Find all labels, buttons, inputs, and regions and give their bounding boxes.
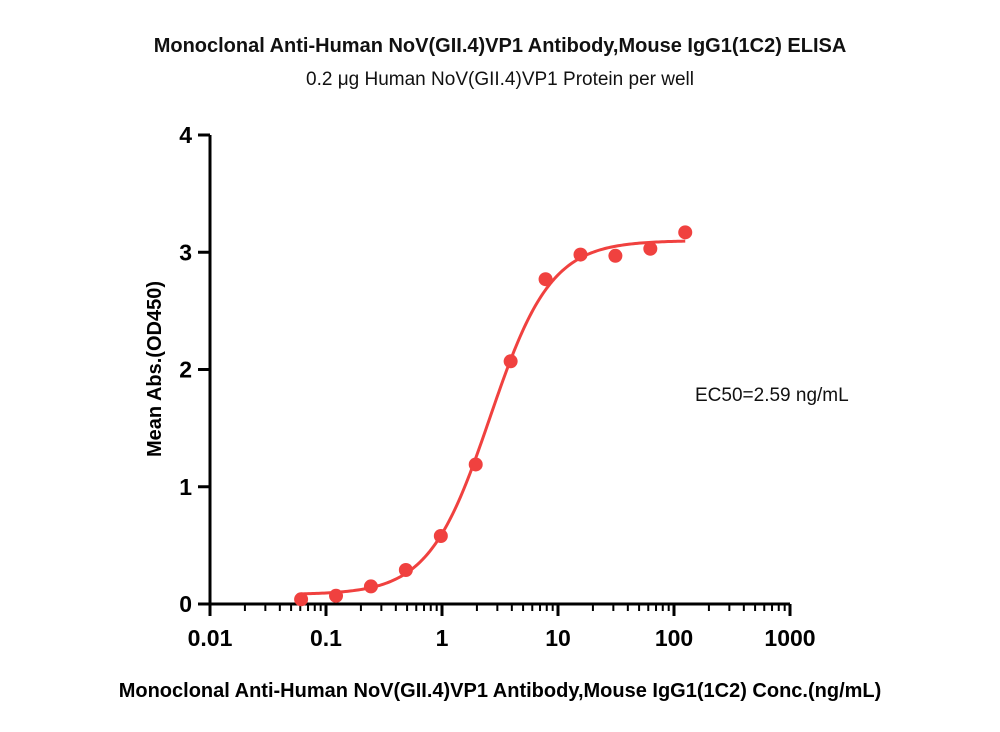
data-point xyxy=(503,354,518,369)
data-point xyxy=(573,247,588,262)
x-axis-label: Monoclonal Anti-Human NoV(GII.4)VP1 Anti… xyxy=(119,680,882,702)
y-tick-label: 1 xyxy=(179,474,192,500)
data-point xyxy=(678,225,693,240)
x-tick-label: 1 xyxy=(436,625,449,651)
data-point xyxy=(538,272,553,287)
data-point xyxy=(433,529,448,543)
y-tick-label: 4 xyxy=(179,122,192,148)
data-point xyxy=(608,248,623,263)
y-tick-label: 0 xyxy=(179,591,192,617)
y-tick-label: 2 xyxy=(179,357,192,383)
data-point xyxy=(294,592,309,607)
axes: 0 1 2 3 4 0.01 0.1 1 10 100 1000 xyxy=(179,122,815,651)
x-tick-label: 0.1 xyxy=(310,625,342,651)
chart-subtitle: 0.2 μg Human NoV(GII.4)VP1 Protein per w… xyxy=(306,69,694,90)
x-tick-label: 0.01 xyxy=(188,625,233,651)
chart-title: Monoclonal Anti-Human NoV(GII.4)VP1 Anti… xyxy=(154,35,847,57)
fit-curve xyxy=(301,239,686,596)
data-point xyxy=(329,588,344,603)
ec50-annotation: EC50=2.59 ng/mL xyxy=(695,385,849,406)
data-point xyxy=(468,457,483,472)
y-axis-label: Mean Abs.(OD450) xyxy=(144,281,166,457)
data-point xyxy=(643,241,658,256)
x-tick-label: 1000 xyxy=(764,625,815,651)
data-point xyxy=(398,563,413,577)
x-tick-label: 100 xyxy=(655,625,693,651)
data-point xyxy=(363,579,378,594)
y-tick-label: 3 xyxy=(179,239,192,265)
x-tick-label: 10 xyxy=(545,625,571,651)
data-points xyxy=(294,225,693,607)
fit-curve-group xyxy=(301,239,686,596)
